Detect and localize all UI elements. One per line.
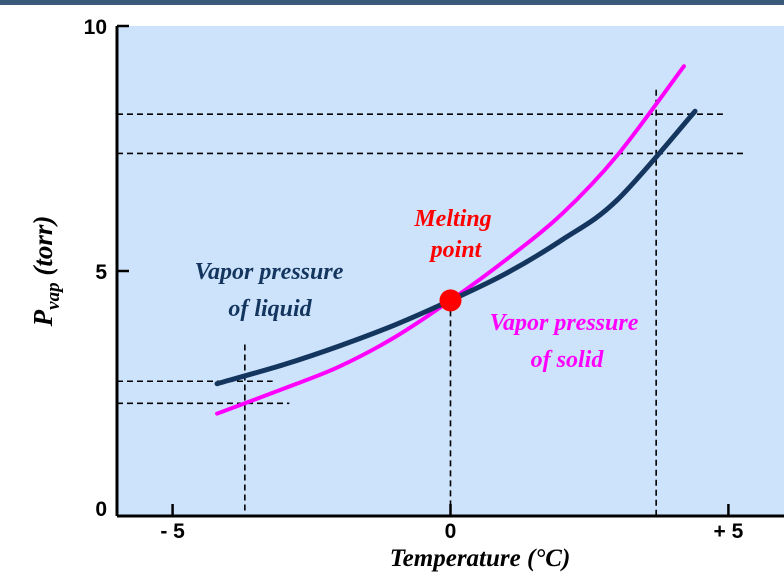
- reference-lines: [117, 89, 746, 516]
- x-tick-label: - 5: [160, 520, 185, 543]
- liquid-label-line2: of liquid: [228, 296, 312, 322]
- melting-point-label: Melting point: [413, 206, 497, 263]
- melting-point-label-line1: Melting: [413, 206, 491, 232]
- x-tick-label: 0: [445, 520, 457, 543]
- x-tick-label: + 5: [714, 520, 744, 543]
- x-axis-label: Temperature (°C): [390, 545, 571, 572]
- y-tick-label: 0: [95, 498, 107, 521]
- y-tick-label: 10: [84, 16, 107, 39]
- axis-ticks: - 5 0 + 5 0 5 10: [84, 16, 744, 543]
- y-label-sub: vap: [43, 282, 64, 309]
- y-tick-label: 5: [95, 261, 107, 284]
- solid-label-line1: Vapor pressure: [490, 310, 639, 336]
- y-label-main: P: [28, 309, 58, 327]
- y-axis-label: Pvap (torr): [28, 216, 64, 328]
- solid-series-label: Vapor pressure of solid: [490, 310, 645, 373]
- melting-point-marker: [439, 289, 462, 312]
- y-label-rest: (torr): [28, 216, 58, 283]
- liquid-label-line1: Vapor pressure: [195, 259, 344, 285]
- liquid-series-label: Vapor pressure of liquid: [195, 259, 350, 322]
- header-bar: [0, 0, 784, 5]
- melting-point-label-line2: point: [429, 237, 483, 263]
- solid-label-line2: of solid: [531, 347, 605, 373]
